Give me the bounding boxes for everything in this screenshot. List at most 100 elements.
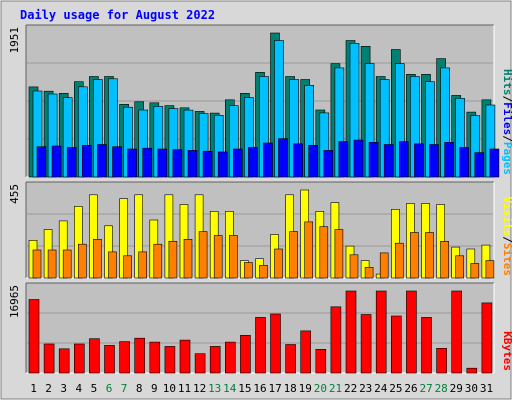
x-tick-label-day-11: 11 [178, 382, 191, 395]
bar-kbytes-day-19 [300, 330, 312, 374]
legend-visits: Visits [501, 197, 512, 237]
x-tick-label-day-30: 30 [465, 382, 478, 395]
bar-sites-day-5 [93, 239, 102, 279]
panel-sites-visits-legend: Visits/Sites [501, 197, 512, 277]
bar-pages-day-27 [429, 144, 439, 178]
bar-sites-day-16 [259, 265, 268, 279]
bar-kbytes-day-8 [134, 337, 145, 374]
bar-sites-day-21 [334, 229, 344, 279]
panel-pages-files-hits-legend: Hits/Files/Pages [501, 69, 512, 175]
bar-kbytes-day-11 [179, 339, 191, 374]
x-tick-label-day-8: 8 [136, 382, 143, 395]
x-tick-label-day-23: 23 [359, 382, 372, 395]
bar-pages-day-2 [51, 145, 62, 178]
x-tick-label-day-16: 16 [253, 382, 266, 395]
bar-kbytes-day-21 [330, 306, 342, 374]
x-tick-label-day-27: 27 [419, 382, 432, 395]
x-tick-label-day-9: 9 [151, 382, 158, 395]
bar-pages-day-14 [233, 148, 243, 178]
x-tick-label-day-13: 13 [208, 382, 221, 395]
bar-sites-day-15 [244, 262, 253, 279]
bar-pages-day-4 [82, 145, 92, 178]
x-tick-label-day-15: 15 [238, 382, 251, 395]
x-tick-label-day-29: 29 [450, 382, 463, 395]
bar-kbytes-day-13 [209, 346, 221, 374]
bar-pages-day-13 [217, 151, 228, 178]
bar-pages-day-3 [66, 147, 77, 178]
x-tick-label-day-2: 2 [45, 382, 52, 395]
legend-pages: Pages [501, 142, 512, 175]
bar-pages-day-23 [368, 142, 379, 178]
bar-sites-day-19 [304, 221, 314, 279]
bar-sites-day-11 [183, 239, 193, 279]
bar-sites-day-20 [319, 226, 329, 279]
bar-sites-day-9 [153, 243, 163, 279]
x-tick-label-day-14: 14 [223, 382, 237, 395]
legend-separator: / [501, 135, 512, 142]
bar-pages-day-26 [414, 143, 424, 178]
bar-pages-day-5 [97, 144, 107, 178]
bar-kbytes-day-15 [240, 334, 251, 374]
x-tick-label-day-31: 31 [480, 382, 493, 395]
legend-hits: Hits [501, 69, 512, 96]
x-tick-label-day-3: 3 [60, 382, 67, 395]
bar-pages-day-25 [398, 141, 409, 178]
bar-pages-day-17 [278, 138, 288, 178]
panel-pages-files-hits-ymax-label: 1951 [8, 27, 21, 54]
x-tick-label-day-24: 24 [374, 382, 388, 395]
bar-pages-day-12 [202, 150, 213, 178]
bar-kbytes-day-26 [406, 290, 417, 374]
bar-pages-day-19 [308, 145, 319, 178]
bar-sites-day-23 [364, 267, 374, 279]
x-tick-label-day-19: 19 [299, 382, 312, 395]
bar-pages-day-30 [474, 152, 485, 178]
bar-kbytes-day-16 [255, 317, 266, 374]
x-tick-label-day-12: 12 [193, 382, 206, 395]
bar-sites-day-3 [62, 249, 72, 279]
bar-kbytes-day-5 [89, 338, 100, 374]
bar-sites-day-18 [289, 231, 298, 279]
bar-kbytes-day-12 [194, 353, 206, 374]
bar-sites-day-17 [274, 248, 283, 279]
panel-kbytes-ymax-label: 16965 [8, 285, 21, 318]
legend-separator: / [501, 236, 512, 243]
bar-sites-day-1 [32, 249, 42, 279]
legend-sites: Sites [501, 243, 512, 276]
bar-kbytes-day-30 [466, 367, 478, 374]
bar-sites-day-30 [470, 263, 480, 279]
chart-title: Daily usage for August 2022 [20, 8, 215, 22]
x-tick-label-day-18: 18 [284, 382, 297, 395]
bar-sites-day-6 [108, 251, 117, 279]
bar-sites-day-2 [47, 249, 57, 279]
bar-sites-day-27 [425, 232, 434, 279]
bar-kbytes-day-18 [285, 344, 296, 374]
legend-separator: / [501, 96, 512, 103]
x-tick-label-day-25: 25 [389, 382, 402, 395]
bar-kbytes-day-23 [360, 314, 372, 374]
bar-pages-day-24 [383, 144, 394, 178]
bar-pages-day-6 [112, 146, 122, 178]
x-tick-label-day-21: 21 [329, 382, 342, 395]
bar-sites-day-10 [168, 241, 178, 279]
bar-sites-day-29 [455, 255, 465, 279]
bar-pages-day-8 [142, 147, 152, 178]
bar-sites-day-13 [213, 235, 223, 279]
x-tick-label-day-4: 4 [75, 382, 82, 395]
bar-kbytes-day-28 [436, 347, 447, 374]
x-tick-label-day-20: 20 [314, 382, 327, 395]
bar-kbytes-day-2 [43, 343, 55, 374]
bar-sites-day-7 [123, 255, 132, 279]
bar-pages-day-10 [172, 149, 183, 178]
bar-pages-day-16 [263, 142, 273, 178]
x-tick-label-day-1: 1 [30, 382, 37, 395]
bar-kbytes-day-3 [58, 348, 70, 374]
bar-pages-day-7 [127, 148, 137, 178]
x-tick-label-day-28: 28 [435, 382, 448, 395]
x-tick-label-day-26: 26 [404, 382, 417, 395]
bar-kbytes-day-20 [315, 348, 327, 374]
bar-pages-day-21 [338, 141, 349, 178]
bar-kbytes-day-29 [451, 290, 463, 374]
bar-pages-day-28 [444, 142, 454, 178]
bar-pages-day-20 [323, 150, 334, 178]
bar-pages-day-1 [36, 146, 47, 178]
